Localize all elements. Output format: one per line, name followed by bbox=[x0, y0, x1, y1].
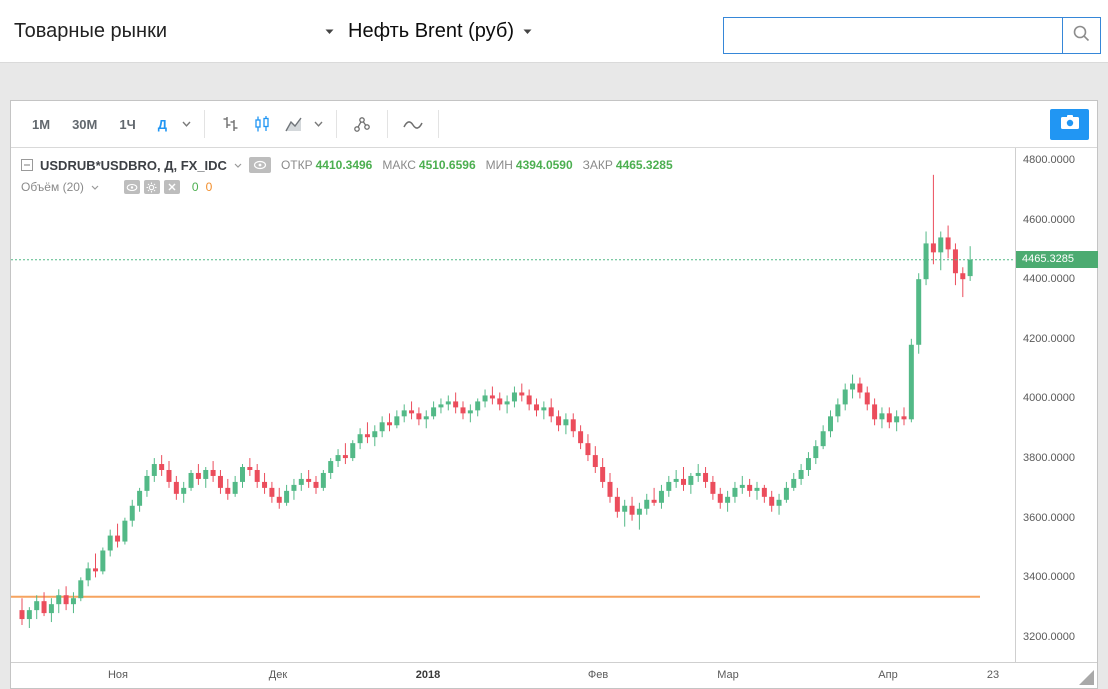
ohlc-value: 4510.6596 bbox=[418, 158, 476, 172]
candles-style-icon[interactable] bbox=[246, 109, 278, 139]
toolbar-separator bbox=[438, 110, 439, 138]
time-tick-Ноя: Ноя bbox=[107, 669, 129, 681]
price-tick: 3800.0000 bbox=[1023, 452, 1075, 465]
market-selector-label: Товарные рынки bbox=[14, 19, 167, 42]
gear-icon[interactable] bbox=[143, 180, 160, 194]
price-tick: 3400.0000 bbox=[1023, 571, 1075, 584]
search-button[interactable] bbox=[1062, 18, 1100, 53]
indicator-controls bbox=[123, 180, 184, 194]
time-tick-Апр: Апр bbox=[878, 669, 898, 681]
price-axis[interactable]: 4800.0000 4600.0000 4400.0000 4200.0000 4000… bbox=[1015, 148, 1098, 662]
legend-main-row: USDRUB*USDBRO, Д, FX_IDC ОТКР 4410.3496 МА… bbox=[21, 157, 683, 173]
search-input[interactable] bbox=[724, 18, 1062, 53]
toolbar-separator bbox=[336, 110, 337, 138]
search-box bbox=[723, 17, 1101, 54]
indicator-label[interactable]: Объём (20) bbox=[21, 180, 84, 194]
eye-icon[interactable] bbox=[123, 180, 140, 194]
interval-button-1М[interactable]: 1М bbox=[32, 116, 51, 132]
ohlc-value: 4465.3285 bbox=[615, 158, 673, 172]
compare-icon[interactable] bbox=[346, 109, 378, 139]
time-axis[interactable]: Ноя Дек 2018 Фев Мар Апр 23 bbox=[11, 662, 1097, 687]
time-tick-2018: 2018 bbox=[415, 669, 441, 681]
time-tick-Дек: Дек bbox=[268, 669, 288, 681]
area-style-icon[interactable] bbox=[278, 109, 310, 139]
camera-icon bbox=[1060, 114, 1080, 135]
price-tick: 4600.0000 bbox=[1023, 213, 1075, 226]
ohlc-label: ЗАКР bbox=[582, 158, 613, 172]
line-tool-icon[interactable] bbox=[397, 109, 429, 139]
indicator-value: 0 bbox=[191, 180, 199, 194]
chart-legend: USDRUB*USDBRO, Д, FX_IDC ОТКР 4410.3496 МА… bbox=[21, 157, 683, 194]
chart-region: USDRUB*USDBRO, Д, FX_IDC ОТКР 4410.3496 МА… bbox=[11, 148, 1098, 688]
price-tick: 3200.0000 bbox=[1023, 630, 1075, 643]
price-tick: 4400.0000 bbox=[1023, 273, 1075, 286]
interval-button-1Ч[interactable]: 1Ч bbox=[119, 116, 136, 132]
candles-svg bbox=[11, 174, 1015, 629]
style-dropdown-icon[interactable] bbox=[314, 121, 323, 127]
collapse-legend-icon[interactable] bbox=[21, 159, 33, 171]
ohlc-label: ОТКР bbox=[280, 158, 313, 172]
market-selector[interactable]: Товарные рынки bbox=[14, 20, 334, 43]
bars-style-icon[interactable] bbox=[214, 109, 246, 139]
caret-down-icon bbox=[523, 22, 532, 40]
instrument-label: Нефть Brent (руб) bbox=[348, 19, 514, 42]
caret-down-icon bbox=[325, 22, 334, 40]
price-tick: 4200.0000 bbox=[1023, 332, 1075, 345]
indicator-dropdown-icon[interactable] bbox=[91, 185, 99, 190]
top-header: Товарные рынки Нефть Brent (руб) bbox=[0, 0, 1108, 63]
interval-group: 1М 30М 1Ч Д bbox=[21, 111, 178, 138]
resize-corner-icon[interactable] bbox=[1079, 670, 1094, 685]
toolbar-separator bbox=[387, 110, 388, 138]
ohlc-values: ОТКР 4410.3496 МАКС 4510.6596 МИН 4394.0590 ЗА… bbox=[281, 158, 683, 172]
ohlc-label: МАКС bbox=[382, 158, 416, 172]
symbol-title[interactable]: USDRUB*USDBRO, Д, FX_IDC bbox=[40, 157, 227, 173]
indicator-value: 0 bbox=[205, 180, 213, 194]
ohlc-value: 4410.3496 bbox=[315, 158, 373, 172]
close-icon[interactable] bbox=[163, 180, 180, 194]
candlestick-plot[interactable] bbox=[11, 148, 1015, 662]
instrument-selector[interactable]: Нефть Brent (руб) bbox=[348, 20, 532, 43]
price-tick: 3600.0000 bbox=[1023, 511, 1075, 524]
time-tick-23: 23 bbox=[986, 669, 1000, 681]
time-tick-Фев: Фев bbox=[587, 669, 609, 681]
interval-button-Д[interactable]: Д bbox=[157, 116, 167, 132]
chart-toolbar: 1М 30М 1Ч Д bbox=[11, 101, 1097, 148]
toolbar-separator bbox=[204, 110, 205, 138]
search-icon bbox=[1072, 24, 1091, 48]
snapshot-button[interactable] bbox=[1050, 109, 1089, 140]
interval-button-30М[interactable]: 30М bbox=[72, 116, 98, 132]
price-tick: 4000.0000 bbox=[1023, 392, 1075, 405]
chart-widget: 1М 30М 1Ч Д bbox=[10, 100, 1098, 689]
current-price-label: 4465.3285 bbox=[1016, 251, 1098, 269]
ohlc-label: МИН bbox=[485, 158, 513, 172]
visibility-icon[interactable] bbox=[248, 157, 271, 173]
time-tick-Мар: Мар bbox=[717, 669, 739, 681]
symbol-dropdown-icon[interactable] bbox=[234, 163, 242, 168]
price-tick: 4800.0000 bbox=[1023, 153, 1075, 166]
ohlc-value: 4394.0590 bbox=[515, 158, 573, 172]
legend-indicator-row: Объём (20) bbox=[21, 180, 683, 194]
interval-dropdown-icon[interactable] bbox=[182, 121, 191, 127]
